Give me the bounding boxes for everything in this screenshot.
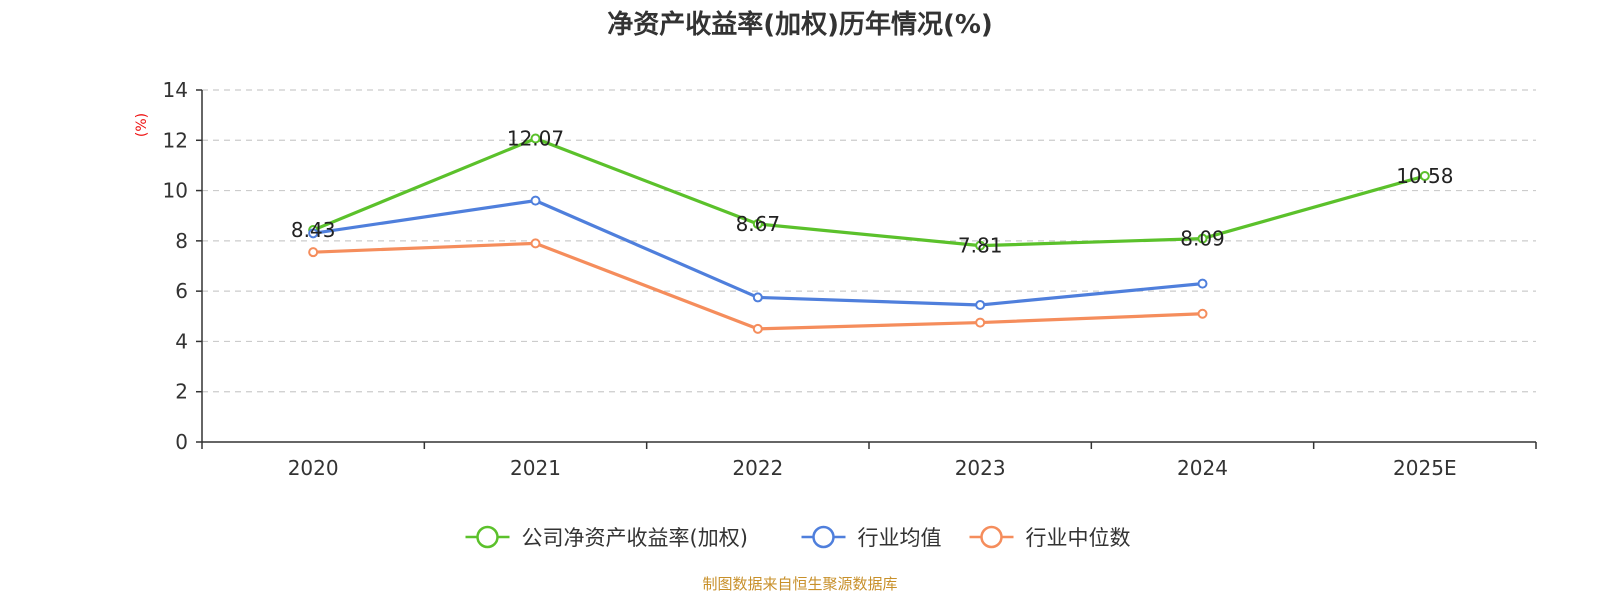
gridlines [202,89,1536,393]
legend-item-1[interactable]: 行业均值 [801,525,942,550]
legend-item-2[interactable]: 行业中位数 [969,525,1131,550]
data-point [975,317,986,328]
y-tick-label: 2 [175,380,188,404]
data-point [752,219,763,230]
axes: 0 2 4 6 8 10 12 14 2020 2021 2022 2023 2024 2025E [163,78,1537,480]
data-labels: 8.43 12.07 8.67 7.81 8.09 10.58 [291,127,1454,258]
legend-marker-icon [980,525,1003,549]
y-tick-label: 6 [175,279,188,303]
data-point [1197,308,1208,319]
legend-label: 公司净资产收益率(加权) [522,526,748,550]
data-point [308,247,319,258]
y-tick-label: 4 [175,329,188,353]
x-tick-label: 2022 [732,456,783,480]
y-axis-unit-label: (%) [134,113,150,137]
legend-item-0[interactable]: 公司净资产收益率(加权) [465,525,748,550]
data-point [752,323,763,334]
legend[interactable]: 公司净资产收益率(加权) 行业均值 行业中位数 [465,525,1131,550]
data-label: 8.43 [291,218,336,242]
legend-label: 行业均值 [858,526,942,550]
y-tick-label: 10 [163,179,188,203]
x-tick-label: 2020 [288,456,339,480]
data-point [1197,233,1208,244]
data-point [975,240,986,251]
y-tick-label: 12 [163,128,188,152]
data-point [975,299,986,310]
x-tick-label: 2023 [955,456,1006,480]
data-point [530,133,541,144]
series-line-2 [313,241,1203,331]
data-label: 7.81 [958,234,1003,258]
legend-label: 行业中位数 [1026,526,1131,550]
data-label: 8.67 [736,212,781,236]
series-line-0 [312,136,1426,248]
y-tick-label: 14 [163,78,188,102]
series-group [308,133,1430,334]
data-label: 8.09 [1180,227,1225,251]
y-tick-label: 8 [175,229,188,253]
data-label: 10.58 [1396,164,1453,188]
source-note: 制图数据来自恒生聚源数据库 [702,575,897,593]
data-point [530,238,541,249]
x-tick-label: 2024 [1177,456,1228,480]
data-point [1197,278,1208,289]
chart-title: 净资产收益率(加权)历年情况(%) [607,9,993,40]
data-point [752,292,763,303]
x-tick-label: 2021 [510,456,561,480]
legend-marker-icon [812,525,835,549]
legend-marker-icon [476,525,499,549]
y-tick-label: 0 [175,430,188,454]
x-tick-label: 2025E [1393,456,1457,480]
data-point [530,195,541,206]
data-point [308,228,319,239]
data-label: 12.07 [507,127,564,151]
data-point [1419,170,1430,181]
